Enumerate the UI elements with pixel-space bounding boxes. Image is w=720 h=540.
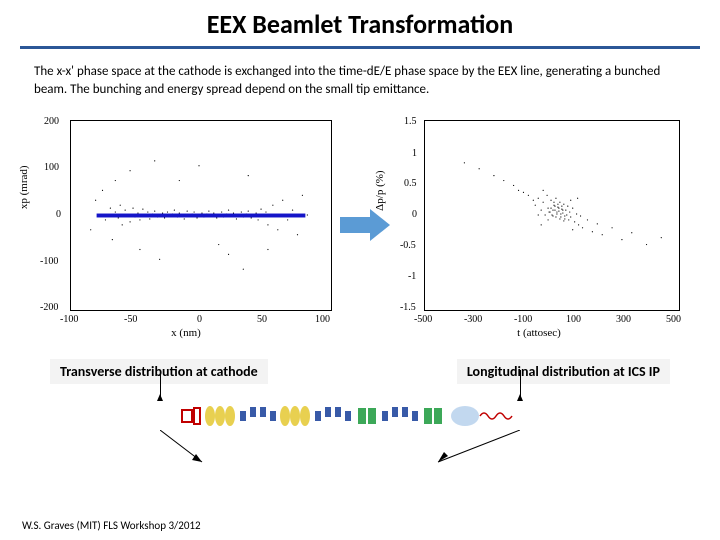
scatter-left-svg [71, 121, 331, 310]
arrow-caption-left [160, 370, 161, 400]
beamline-svg [180, 398, 540, 434]
description-text: The x-x' phase space at the cathode is e… [34, 63, 686, 98]
chart-longitudinal: 1.5 1 0.5 0 -0.5 -1 -1.5 -500 -300 -100 … [390, 112, 688, 337]
chart1-ylabel: xp (mrad) [18, 165, 30, 209]
caption-right: Longitudinal distribution at ICS IP [457, 359, 670, 384]
arrow-to-beamline-left [160, 430, 210, 470]
chart2-ylabel: Δp/p (%) [374, 170, 386, 210]
caption-row: Transverse distribution at cathode Longi… [50, 359, 670, 384]
chart2-xlabel: t (attosec) [517, 327, 561, 339]
charts-row: 200 100 0 -100 -200 -100 -50 0 50 100 xp… [32, 112, 688, 337]
beamline-schematic [20, 398, 700, 434]
chart1-xlabel: x (nm) [171, 327, 201, 339]
arrow-to-beamline-right [430, 430, 520, 470]
title-underline [20, 46, 700, 49]
slide-title: EEX Beamlet Transformation [20, 8, 700, 40]
scatter-right-svg [425, 121, 679, 310]
footer-text: W.S. Graves (MIT) FLS Workshop 3/2012 [22, 519, 201, 532]
transform-arrow [340, 207, 390, 243]
arrow-caption-right [520, 370, 521, 400]
chart-transverse: 200 100 0 -100 -200 -100 -50 0 50 100 xp… [32, 112, 340, 337]
